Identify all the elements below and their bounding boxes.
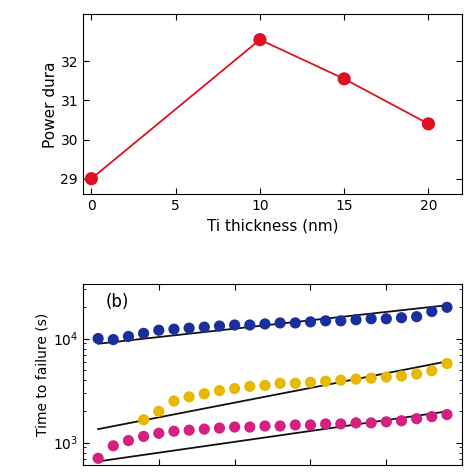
Point bbox=[352, 419, 360, 427]
Point bbox=[231, 321, 238, 329]
Point bbox=[276, 422, 284, 430]
Point bbox=[246, 423, 254, 431]
Point bbox=[125, 333, 132, 340]
Point bbox=[231, 385, 238, 392]
Point bbox=[322, 317, 329, 325]
Point bbox=[201, 390, 208, 398]
Point bbox=[428, 413, 436, 420]
Point bbox=[322, 420, 329, 428]
Point bbox=[261, 382, 269, 389]
Point bbox=[216, 387, 223, 394]
Point bbox=[155, 408, 163, 415]
Point bbox=[398, 417, 405, 425]
Point bbox=[352, 316, 360, 324]
Point bbox=[383, 373, 390, 381]
Point bbox=[276, 380, 284, 387]
Point bbox=[140, 433, 147, 440]
Point bbox=[94, 335, 102, 342]
Point bbox=[413, 313, 420, 320]
Point bbox=[367, 374, 375, 382]
Point bbox=[425, 120, 432, 128]
Point bbox=[428, 308, 436, 315]
Point bbox=[246, 321, 254, 329]
Point bbox=[307, 318, 314, 326]
Point bbox=[292, 380, 299, 387]
Point bbox=[94, 455, 102, 462]
Point bbox=[398, 314, 405, 321]
Point bbox=[170, 325, 178, 333]
Point bbox=[383, 315, 390, 322]
Point bbox=[261, 422, 269, 430]
Point bbox=[337, 376, 345, 384]
Point bbox=[322, 377, 329, 385]
Point bbox=[246, 383, 254, 390]
Point bbox=[256, 36, 264, 44]
Point bbox=[383, 418, 390, 426]
Point bbox=[185, 427, 193, 434]
Point bbox=[367, 419, 375, 427]
Y-axis label: Time to failure (s): Time to failure (s) bbox=[36, 313, 50, 436]
Point bbox=[170, 397, 178, 405]
Point bbox=[413, 415, 420, 422]
Point bbox=[155, 429, 163, 437]
Point bbox=[185, 324, 193, 332]
Point bbox=[292, 319, 299, 327]
Point bbox=[443, 411, 451, 419]
Point bbox=[307, 421, 314, 429]
Y-axis label: Power dura: Power dura bbox=[43, 61, 58, 147]
Point bbox=[88, 175, 95, 182]
Point bbox=[261, 320, 269, 328]
Point bbox=[109, 336, 117, 343]
Point bbox=[276, 319, 284, 327]
X-axis label: Ti thickness (nm): Ti thickness (nm) bbox=[207, 219, 338, 234]
Point bbox=[443, 303, 451, 311]
Point bbox=[352, 375, 360, 383]
Point bbox=[443, 360, 451, 367]
Point bbox=[367, 315, 375, 322]
Point bbox=[201, 323, 208, 331]
Point bbox=[216, 322, 223, 330]
Point bbox=[413, 370, 420, 378]
Point bbox=[109, 442, 117, 449]
Point bbox=[398, 372, 405, 380]
Point bbox=[337, 317, 345, 325]
Point bbox=[307, 378, 314, 386]
Point bbox=[125, 437, 132, 444]
Point bbox=[201, 425, 208, 433]
Point bbox=[216, 424, 223, 432]
Point bbox=[140, 416, 147, 424]
Point bbox=[340, 75, 348, 82]
Point bbox=[428, 367, 436, 374]
Point bbox=[155, 327, 163, 334]
Point bbox=[292, 421, 299, 429]
Text: (b): (b) bbox=[106, 293, 129, 311]
Point bbox=[337, 420, 345, 428]
Point bbox=[231, 423, 238, 431]
Point bbox=[140, 329, 147, 337]
Point bbox=[170, 428, 178, 435]
Point bbox=[185, 393, 193, 401]
